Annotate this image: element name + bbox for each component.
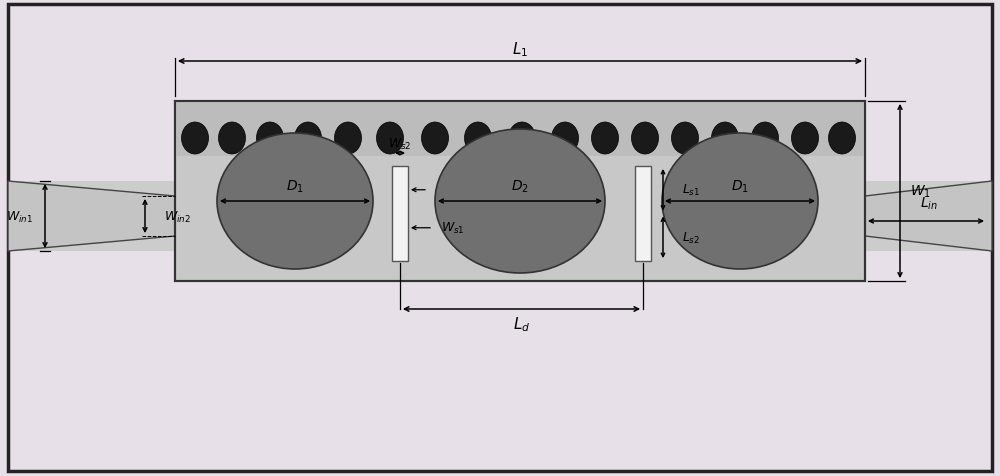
Text: $D_1$: $D_1$	[286, 178, 304, 195]
Ellipse shape	[464, 123, 492, 155]
Ellipse shape	[828, 123, 856, 155]
Text: $W_1$: $W_1$	[910, 183, 930, 200]
Text: $W_{s2}$: $W_{s2}$	[388, 136, 412, 151]
Text: $W_{s1}$: $W_{s1}$	[441, 221, 465, 236]
Ellipse shape	[552, 123, 578, 155]
Ellipse shape	[672, 123, 698, 155]
Bar	[175, 102, 865, 157]
Bar	[635, 167, 651, 261]
Bar	[8, 182, 992, 251]
Text: $D_2$: $D_2$	[511, 178, 529, 195]
Ellipse shape	[712, 123, 738, 155]
Ellipse shape	[377, 123, 404, 155]
Ellipse shape	[792, 123, 818, 155]
Text: $D_1$: $D_1$	[731, 178, 749, 195]
Text: $L_d$: $L_d$	[513, 315, 530, 334]
Polygon shape	[8, 182, 175, 251]
Ellipse shape	[257, 123, 284, 155]
Ellipse shape	[592, 123, 618, 155]
Polygon shape	[865, 182, 992, 251]
Ellipse shape	[509, 123, 536, 155]
Ellipse shape	[217, 134, 373, 269]
Bar	[392, 167, 408, 261]
Text: $W_{in2}$: $W_{in2}$	[164, 209, 190, 224]
Ellipse shape	[662, 134, 818, 269]
Text: $W_{in1}$: $W_{in1}$	[6, 209, 34, 224]
Ellipse shape	[334, 123, 362, 155]
Text: $L_{s2}$: $L_{s2}$	[682, 230, 700, 245]
Ellipse shape	[752, 123, 778, 155]
Text: $L_1$: $L_1$	[512, 40, 528, 59]
Ellipse shape	[422, 123, 449, 155]
Ellipse shape	[219, 123, 246, 155]
Text: $L_{in}$: $L_{in}$	[920, 195, 937, 212]
Ellipse shape	[295, 123, 322, 155]
Bar	[175, 102, 865, 281]
Ellipse shape	[632, 123, 658, 155]
Ellipse shape	[435, 130, 605, 273]
Text: $L_{s1}$: $L_{s1}$	[682, 183, 700, 198]
Ellipse shape	[182, 123, 209, 155]
